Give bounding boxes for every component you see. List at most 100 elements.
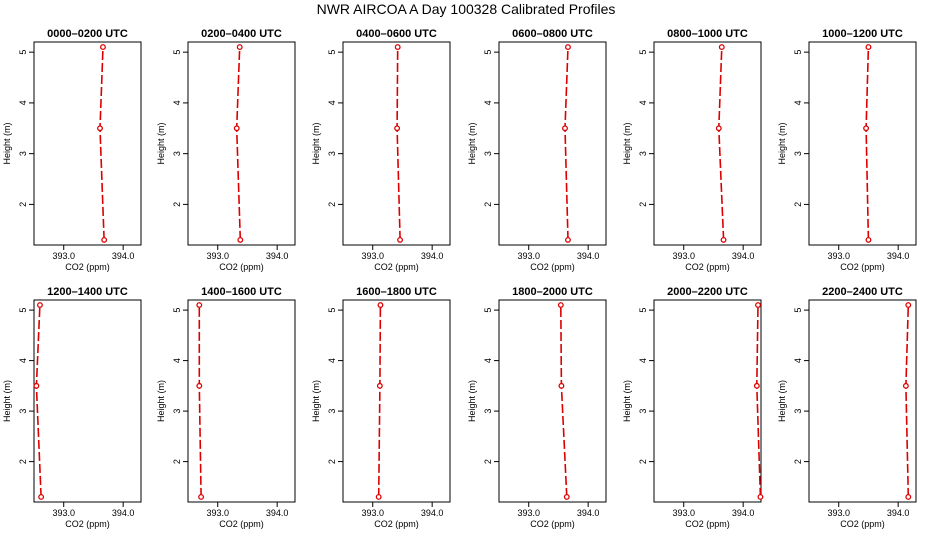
data-point bbox=[905, 302, 912, 308]
y-tick-label: 3 bbox=[793, 409, 803, 414]
data-point bbox=[715, 125, 722, 132]
panel-title: 0000–0200 UTC bbox=[47, 28, 128, 40]
y-tick-label: 2 bbox=[18, 202, 28, 207]
profile-line bbox=[35, 305, 42, 497]
x-tick-label: 394.0 bbox=[887, 251, 910, 261]
x-axis-label: CO2 (ppm) bbox=[840, 519, 885, 529]
plot-frame bbox=[498, 299, 607, 503]
panel-title: 1400–1600 UTC bbox=[201, 286, 282, 298]
x-tick-label: 394.0 bbox=[266, 508, 289, 518]
panel-title: 0200–0400 UTC bbox=[201, 28, 282, 40]
y-tick-label: 2 bbox=[327, 459, 337, 464]
y-axis-label: Height (m) bbox=[467, 380, 477, 422]
data-point bbox=[233, 125, 240, 132]
x-tick-label: 393.0 bbox=[206, 251, 229, 261]
y-tick-label: 2 bbox=[638, 202, 648, 207]
y-axis-label: Height (m) bbox=[622, 122, 632, 164]
plot-frame bbox=[187, 41, 296, 246]
panel-8: 1400–1600 UTC 393.0 394.0 2 3 4 5 CO2 (ppm) Heig… bbox=[156, 286, 296, 529]
y-tick-label: 2 bbox=[172, 202, 182, 207]
y-axis-label: Height (m) bbox=[2, 122, 12, 164]
y-tick-label: 5 bbox=[638, 50, 648, 55]
plot-frame bbox=[342, 41, 451, 246]
plot-frame bbox=[808, 299, 917, 503]
plot-frame bbox=[33, 299, 142, 503]
y-axis-label: Height (m) bbox=[622, 380, 632, 422]
data-point bbox=[33, 382, 40, 389]
y-tick-label: 3 bbox=[638, 409, 648, 414]
data-point bbox=[100, 44, 106, 51]
y-tick-label: 5 bbox=[172, 50, 182, 55]
profile-line bbox=[755, 305, 762, 497]
profile-line bbox=[377, 305, 382, 497]
y-tick-label: 4 bbox=[172, 358, 182, 363]
data-point bbox=[236, 44, 243, 51]
data-point bbox=[718, 44, 725, 51]
x-tick-label: 394.0 bbox=[112, 251, 135, 261]
y-tick-label: 3 bbox=[483, 151, 493, 156]
x-tick-label: 393.0 bbox=[52, 508, 75, 518]
x-tick-label: 394.0 bbox=[732, 251, 755, 261]
data-point bbox=[905, 494, 912, 500]
data-point bbox=[720, 236, 727, 243]
y-tick-label: 4 bbox=[327, 358, 337, 363]
panel-7: 1200–1400 UTC 393.0 394.0 2 3 4 5 CO2 (ppm) Heig… bbox=[2, 286, 142, 529]
y-tick-label: 5 bbox=[638, 308, 648, 313]
panel-title: 1600–1800 UTC bbox=[356, 286, 437, 298]
data-point bbox=[753, 382, 760, 389]
y-tick-label: 4 bbox=[638, 358, 648, 363]
data-point bbox=[865, 44, 872, 51]
x-tick-label: 393.0 bbox=[672, 251, 695, 261]
y-tick-label: 3 bbox=[327, 151, 337, 156]
profile-line bbox=[99, 47, 105, 240]
x-axis-label: CO2 (ppm) bbox=[530, 519, 575, 529]
y-tick-label: 2 bbox=[172, 459, 182, 464]
data-point bbox=[755, 302, 761, 308]
panel-1: 0000–0200 UTC 393.0 394.0 2 3 4 5 CO2 (ppm) Heig… bbox=[2, 28, 142, 272]
x-axis-label: CO2 (ppm) bbox=[65, 262, 110, 272]
y-axis-label: Height (m) bbox=[777, 122, 787, 164]
y-tick-label: 5 bbox=[18, 50, 28, 55]
x-tick-label: 394.0 bbox=[266, 251, 289, 261]
plot-frame bbox=[342, 299, 451, 503]
data-point bbox=[36, 302, 43, 308]
y-tick-label: 3 bbox=[18, 151, 28, 156]
y-tick-label: 5 bbox=[793, 308, 803, 313]
x-tick-label: 394.0 bbox=[112, 508, 135, 518]
y-axis-label: Height (m) bbox=[156, 380, 166, 422]
y-tick-label: 5 bbox=[793, 50, 803, 55]
x-axis-label: CO2 (ppm) bbox=[840, 262, 885, 272]
y-tick-label: 3 bbox=[18, 409, 28, 414]
profile-line bbox=[198, 305, 202, 497]
x-tick-label: 394.0 bbox=[421, 508, 444, 518]
y-axis-label: Height (m) bbox=[777, 380, 787, 422]
x-tick-label: 393.0 bbox=[361, 251, 384, 261]
x-axis-label: CO2 (ppm) bbox=[374, 519, 419, 529]
y-tick-label: 3 bbox=[793, 151, 803, 156]
x-tick-label: 393.0 bbox=[827, 508, 850, 518]
y-tick-label: 4 bbox=[172, 100, 182, 105]
x-axis-label: CO2 (ppm) bbox=[219, 519, 264, 529]
y-tick-label: 2 bbox=[793, 202, 803, 207]
panel-title: 0600–0800 UTC bbox=[512, 28, 593, 40]
panel-6: 1000–1200 UTC 393.0 394.0 2 3 4 5 CO2 (ppm) Heig… bbox=[777, 28, 917, 272]
x-axis-label: CO2 (ppm) bbox=[685, 262, 730, 272]
data-point bbox=[101, 236, 108, 243]
x-tick-label: 394.0 bbox=[887, 508, 910, 518]
x-axis-label: CO2 (ppm) bbox=[374, 262, 419, 272]
x-tick-label: 394.0 bbox=[577, 251, 600, 261]
x-tick-label: 394.0 bbox=[732, 508, 755, 518]
panel-3: 0400–0600 UTC 393.0 394.0 2 3 4 5 CO2 (ppm) Heig… bbox=[311, 28, 451, 272]
data-point bbox=[196, 382, 203, 389]
profile-line bbox=[396, 47, 401, 240]
y-tick-label: 5 bbox=[327, 308, 337, 313]
panels-group: 0000–0200 UTC 393.0 394.0 2 3 4 5 CO2 (ppm) Heig… bbox=[2, 28, 917, 529]
data-point bbox=[198, 494, 205, 500]
y-tick-label: 2 bbox=[483, 459, 493, 464]
y-tick-label: 4 bbox=[483, 358, 493, 363]
plot-frame bbox=[498, 41, 607, 246]
x-axis-label: CO2 (ppm) bbox=[685, 519, 730, 529]
y-tick-label: 4 bbox=[483, 100, 493, 105]
data-point bbox=[375, 494, 382, 500]
data-point bbox=[38, 494, 45, 500]
